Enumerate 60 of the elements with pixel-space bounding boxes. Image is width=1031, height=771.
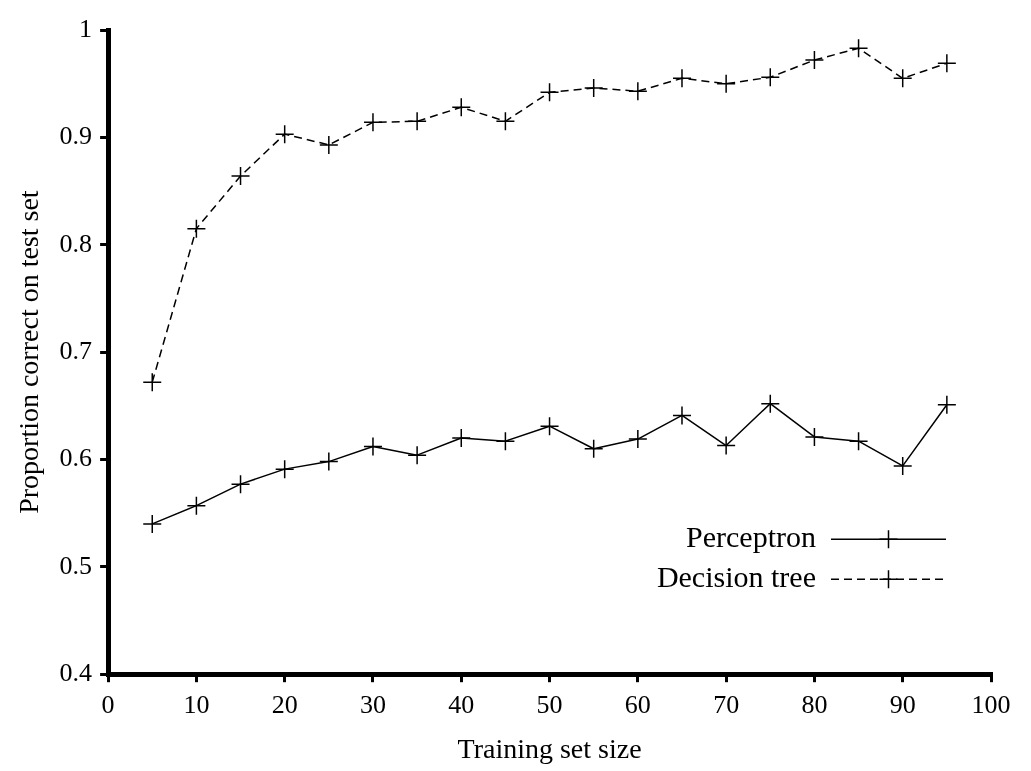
point xyxy=(760,393,781,414)
point xyxy=(539,82,560,103)
point xyxy=(672,68,692,89)
x-tick-label: 40 xyxy=(448,689,475,719)
point xyxy=(407,445,427,465)
y-tick-label: 0.5 xyxy=(59,550,93,580)
x-tick-label: 50 xyxy=(536,689,563,719)
y-tick-label: 0.6 xyxy=(59,443,93,473)
point xyxy=(363,112,383,133)
y-tick-label: 0.9 xyxy=(59,121,93,151)
y-tick-label: 0.8 xyxy=(59,228,93,258)
point xyxy=(363,436,383,457)
y-tick-label: 1 xyxy=(79,13,93,43)
point xyxy=(937,53,957,74)
legend-label: Perceptron xyxy=(686,520,816,554)
point xyxy=(319,451,339,472)
point xyxy=(628,429,648,449)
x-tick-label: 10 xyxy=(183,689,210,719)
point xyxy=(274,124,295,144)
point xyxy=(716,435,736,456)
x-tick-label: 90 xyxy=(889,689,916,719)
point xyxy=(451,428,472,448)
point xyxy=(716,73,736,94)
point xyxy=(760,67,781,87)
point xyxy=(142,372,162,392)
x-tick-label: 70 xyxy=(713,689,740,719)
point xyxy=(230,166,251,186)
x-tick-label: 60 xyxy=(624,689,651,719)
point xyxy=(804,427,825,447)
point xyxy=(495,431,516,451)
point xyxy=(230,474,251,494)
point xyxy=(539,416,560,436)
point xyxy=(142,514,162,534)
point xyxy=(319,135,339,155)
point xyxy=(848,431,869,451)
x-axis-title: Training set size xyxy=(457,732,642,764)
point xyxy=(892,68,913,89)
point xyxy=(407,111,427,132)
point xyxy=(274,459,295,479)
x-tick-label: 80 xyxy=(801,689,828,719)
point xyxy=(583,438,604,459)
point xyxy=(628,81,648,101)
point xyxy=(848,38,869,58)
point xyxy=(892,456,913,476)
legend-label: Decision tree xyxy=(656,560,816,594)
y-tick-label: 0.4 xyxy=(59,658,93,688)
x-tick-label: 30 xyxy=(359,689,386,719)
point xyxy=(672,405,692,426)
x-tick-label: 100 xyxy=(971,689,1011,719)
point xyxy=(186,218,207,239)
x-tick-label: 20 xyxy=(271,689,298,719)
point xyxy=(583,78,604,98)
y-axis-title: Proportion correct on test set xyxy=(13,190,45,514)
point xyxy=(937,394,957,415)
point xyxy=(186,495,207,516)
point xyxy=(804,50,825,70)
y-tick-label: 0.7 xyxy=(59,335,93,365)
x-tick-label: 0 xyxy=(101,689,115,719)
point xyxy=(451,97,472,118)
point xyxy=(495,111,516,132)
